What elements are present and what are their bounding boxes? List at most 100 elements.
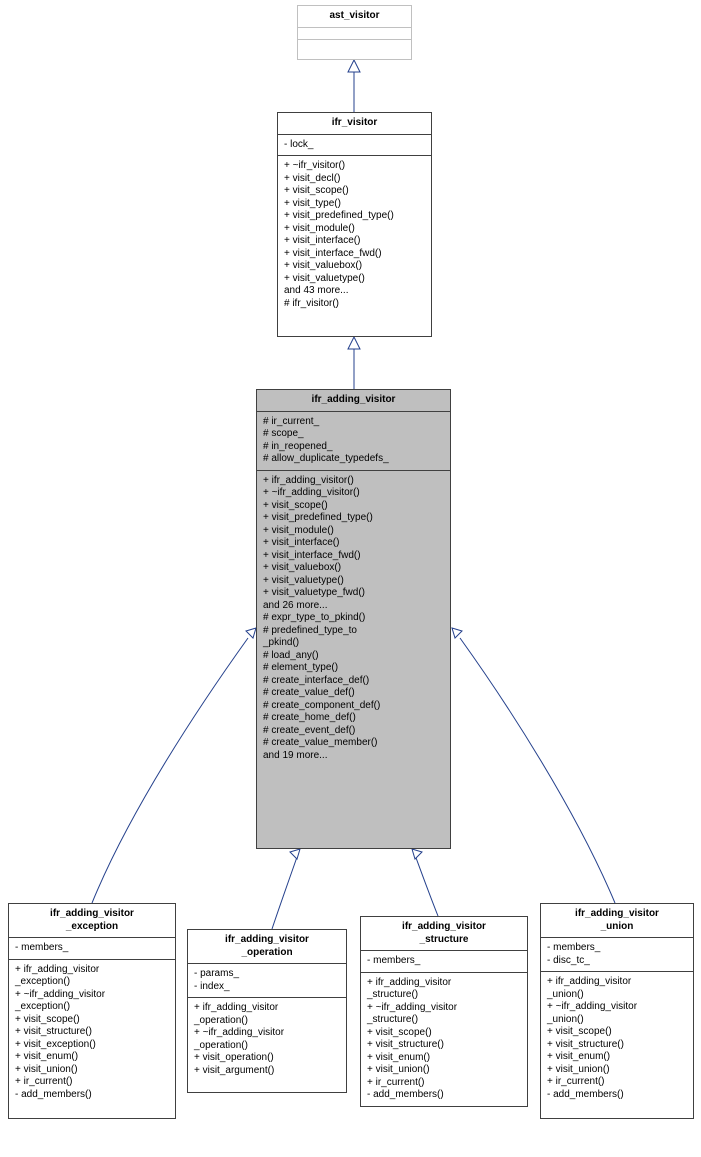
member-line: # load_any() — [263, 650, 444, 663]
class-node-ifr_adding_visitor: ifr_adding_visitor# ir_current_# scope_#… — [256, 389, 451, 849]
member-line: _structure() — [367, 1014, 521, 1027]
member-line: + visit_predefined_type() — [263, 512, 444, 525]
member-line: + visit_interface_fwd() — [263, 550, 444, 563]
member-line: _structure() — [367, 989, 521, 1002]
inheritance-edge — [92, 638, 248, 903]
inheritance-edge — [272, 857, 297, 929]
member-line: + visit_enum() — [15, 1051, 169, 1064]
class-section: - lock_ — [278, 135, 431, 157]
member-line: # create_value_def() — [263, 687, 444, 700]
inheritance-edge — [460, 638, 615, 903]
class-title: ifr_adding_visitor _exception — [9, 904, 175, 938]
class-section: + ifr_adding_visitor_union()+ ~ifr_addin… — [541, 972, 693, 1105]
member-line: _operation() — [194, 1040, 340, 1053]
class-section: - params_- index_ — [188, 964, 346, 998]
member-line: - members_ — [15, 942, 169, 955]
member-line: and 26 more... — [263, 600, 444, 613]
member-line: - add_members() — [15, 1089, 169, 1102]
member-line: + visit_scope() — [547, 1026, 687, 1039]
member-line: + ifr_adding_visitor — [15, 964, 169, 977]
member-line: + visit_union() — [367, 1064, 521, 1077]
class-title: ifr_adding_visitor — [257, 390, 450, 412]
class-section — [298, 40, 411, 52]
member-line: # in_reopened_ — [263, 441, 444, 454]
member-line: + visit_scope() — [284, 185, 425, 198]
member-line: + visit_union() — [15, 1064, 169, 1077]
member-line: + visit_union() — [547, 1064, 687, 1077]
inheritance-arrowhead-icon — [348, 60, 360, 72]
member-line: + visit_structure() — [367, 1039, 521, 1052]
class-node-ifr_visitor: ifr_visitor- lock_+ ~ifr_visitor()+ visi… — [277, 112, 432, 337]
member-line: + ~ifr_adding_visitor — [367, 1002, 521, 1015]
member-line: + visit_interface() — [263, 537, 444, 550]
member-line: and 19 more... — [263, 750, 444, 763]
inheritance-arrowhead-icon — [412, 849, 422, 859]
class-section: # ir_current_# scope_# in_reopened_# all… — [257, 412, 450, 471]
class-section: + ifr_adding_visitor_operation()+ ~ifr_a… — [188, 998, 346, 1081]
member-line: + visit_structure() — [15, 1026, 169, 1039]
member-line: + visit_enum() — [547, 1051, 687, 1064]
class-section: + ~ifr_visitor()+ visit_decl()+ visit_sc… — [278, 156, 431, 314]
member-line: + ifr_adding_visitor — [194, 1002, 340, 1015]
member-line: + visit_scope() — [367, 1027, 521, 1040]
class-node-ast_visitor: ast_visitor — [297, 5, 412, 60]
class-node-ifr_adding_visitor_union: ifr_adding_visitor _union- members_- dis… — [540, 903, 694, 1119]
member-line: - index_ — [194, 981, 340, 994]
member-line: # create_home_def() — [263, 712, 444, 725]
member-line: + ~ifr_adding_visitor — [194, 1027, 340, 1040]
inheritance-arrowhead-icon — [246, 628, 256, 638]
member-line: # element_type() — [263, 662, 444, 675]
member-line: + visit_structure() — [547, 1039, 687, 1052]
member-line: _operation() — [194, 1015, 340, 1028]
member-line: _union() — [547, 989, 687, 1002]
class-section: + ifr_adding_visitor_structure()+ ~ifr_a… — [361, 973, 527, 1106]
member-line: + visit_interface() — [284, 235, 425, 248]
class-section: - members_ — [9, 938, 175, 960]
member-line: # create_event_def() — [263, 725, 444, 738]
class-section: - members_ — [361, 951, 527, 973]
class-title: ast_visitor — [298, 6, 411, 28]
member-line: + visit_argument() — [194, 1065, 340, 1078]
member-line: # predefined_type_to — [263, 625, 444, 638]
member-line: + ifr_adding_visitor — [367, 977, 521, 990]
member-line: + ifr_adding_visitor() — [263, 475, 444, 488]
member-line: # allow_duplicate_typedefs_ — [263, 453, 444, 466]
member-line: and 43 more... — [284, 285, 425, 298]
member-line: + visit_valuetype_fwd() — [263, 587, 444, 600]
member-line: + visit_valuetype() — [263, 575, 444, 588]
member-line: + ir_current() — [367, 1077, 521, 1090]
member-line: + ~ifr_adding_visitor — [15, 989, 169, 1002]
member-line: + ir_current() — [547, 1076, 687, 1089]
class-node-ifr_adding_visitor_structure: ifr_adding_visitor _structure- members_+… — [360, 916, 528, 1107]
member-line: _union() — [547, 1014, 687, 1027]
member-line: + visit_interface_fwd() — [284, 248, 425, 261]
member-line: + ~ifr_adding_visitor() — [263, 487, 444, 500]
member-line: + visit_scope() — [15, 1014, 169, 1027]
member-line: # expr_type_to_pkind() — [263, 612, 444, 625]
member-line: + visit_scope() — [263, 500, 444, 513]
inheritance-arrowhead-icon — [290, 849, 300, 859]
member-line: # create_value_member() — [263, 737, 444, 750]
member-line: _exception() — [15, 976, 169, 989]
class-node-ifr_adding_visitor_exception: ifr_adding_visitor _exception - members_ +… — [8, 903, 176, 1119]
member-line: + visit_module() — [263, 525, 444, 538]
member-line: - members_ — [547, 942, 687, 955]
member-line: + visit_valuebox() — [284, 260, 425, 273]
member-line: _exception() — [15, 1001, 169, 1014]
member-line: # create_component_def() — [263, 700, 444, 713]
member-line: # ifr_visitor() — [284, 298, 425, 311]
member-line: + visit_decl() — [284, 173, 425, 186]
member-line: - add_members() — [367, 1089, 521, 1102]
inheritance-arrowhead-icon — [452, 628, 462, 638]
inheritance-arrowhead-icon — [348, 337, 360, 349]
member-line: + visit_exception() — [15, 1039, 169, 1052]
member-line: - members_ — [367, 955, 521, 968]
member-line: - add_members() — [547, 1089, 687, 1102]
member-line: + ir_current() — [15, 1076, 169, 1089]
class-section: + ifr_adding_visitor_exception()+ ~ifr_a… — [9, 960, 175, 1106]
member-line: + visit_enum() — [367, 1052, 521, 1065]
member-line: - disc_tc_ — [547, 955, 687, 968]
class-title: ifr_visitor — [278, 113, 431, 135]
inheritance-edge — [415, 855, 438, 916]
member-line: + ~ifr_visitor() — [284, 160, 425, 173]
